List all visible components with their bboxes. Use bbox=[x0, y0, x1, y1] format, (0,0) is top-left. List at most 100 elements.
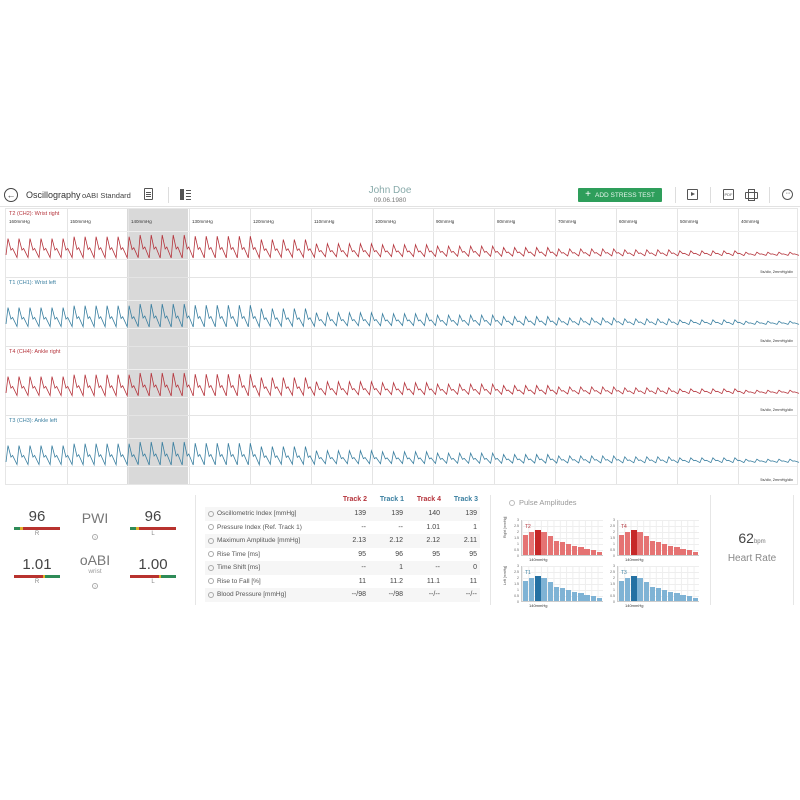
pdf-icon[interactable]: PDF bbox=[723, 189, 734, 200]
grid-line bbox=[6, 328, 797, 329]
help-icon[interactable] bbox=[205, 591, 217, 598]
amplitude-bar[interactable] bbox=[686, 595, 692, 601]
amplitude-bar[interactable] bbox=[535, 576, 541, 601]
amplitude-bar[interactable] bbox=[655, 588, 662, 601]
amplitude-bar[interactable] bbox=[692, 597, 699, 601]
amplitude-bar[interactable] bbox=[674, 593, 680, 601]
row-label: Maximum Amplitude [mmHg] bbox=[217, 537, 301, 545]
more-icon[interactable]: ··· bbox=[782, 189, 793, 200]
pwi-title: PWI bbox=[81, 510, 109, 526]
amplitude-bar[interactable] bbox=[529, 532, 535, 555]
y-tick: 0 bbox=[517, 600, 519, 604]
y-tick: 2.5 bbox=[514, 570, 519, 574]
divider bbox=[675, 187, 676, 203]
amplitude-bar[interactable] bbox=[655, 542, 662, 555]
amplitude-bar[interactable] bbox=[565, 543, 572, 555]
amplitude-bar[interactable] bbox=[649, 587, 656, 601]
amplitude-bar[interactable] bbox=[529, 578, 535, 601]
amplitude-bar[interactable] bbox=[559, 542, 566, 555]
table-cell: 2.13 bbox=[352, 537, 366, 545]
amplitude-bar[interactable] bbox=[692, 551, 699, 555]
pulse-amplitude-chart-t3: 3 2.5 2 1.5 1 0.5 0 T3 140mmHg bbox=[607, 564, 702, 610]
amplitude-bar[interactable] bbox=[584, 548, 590, 555]
amplitude-bar[interactable] bbox=[625, 578, 631, 601]
amplitude-bar[interactable] bbox=[661, 543, 668, 555]
amplitude-bar[interactable] bbox=[547, 581, 553, 601]
amplitude-bar[interactable] bbox=[535, 530, 541, 555]
amplitude-bar[interactable] bbox=[674, 547, 680, 555]
amplitude-bar[interactable] bbox=[625, 532, 631, 555]
amplitude-bar[interactable] bbox=[643, 535, 649, 555]
table-cell: 0 bbox=[473, 564, 477, 572]
row-label: Blood Pressure [mmHg] bbox=[217, 591, 286, 599]
track-t2-wrist-right: T2 (CH2): Wrist right 5s/div, 2mmHg/div bbox=[5, 209, 800, 278]
oabi-right-value: 1.01 bbox=[22, 556, 52, 573]
amplitude-bar[interactable] bbox=[578, 547, 584, 555]
help-icon[interactable] bbox=[205, 551, 217, 558]
amplitude-bar[interactable] bbox=[590, 549, 596, 555]
amplitude-bar[interactable] bbox=[523, 534, 529, 555]
y-tick: 3 bbox=[517, 518, 519, 522]
amplitude-bar[interactable] bbox=[637, 531, 643, 555]
amplitude-bar[interactable] bbox=[541, 531, 547, 555]
table-cell: 95 bbox=[469, 550, 477, 558]
amplitude-bar[interactable] bbox=[619, 534, 625, 555]
list-icon[interactable] bbox=[180, 189, 191, 200]
help-icon[interactable]: ? bbox=[92, 534, 98, 540]
amplitude-bar[interactable] bbox=[686, 549, 692, 555]
help-icon[interactable] bbox=[205, 510, 217, 517]
help-icon[interactable] bbox=[205, 537, 217, 544]
amplitude-bar[interactable] bbox=[649, 541, 656, 555]
divider bbox=[793, 495, 794, 605]
help-icon[interactable] bbox=[509, 500, 515, 506]
track-t3-ankle-left: T3 (CH3): Ankle left 5s/div, 2mmHg/div bbox=[5, 416, 800, 485]
patient-dob: 09.06.1980 bbox=[373, 197, 407, 204]
amplitude-bar[interactable] bbox=[590, 595, 596, 601]
amplitude-bar[interactable] bbox=[553, 587, 560, 601]
pwi-left-gauge bbox=[130, 527, 176, 530]
amplitude-bar[interactable] bbox=[661, 589, 668, 601]
amplitude-bar[interactable] bbox=[584, 594, 590, 601]
amplitude-bar[interactable] bbox=[680, 594, 686, 601]
heart-rate-value-row: 62bpm bbox=[712, 530, 792, 546]
amplitude-bar[interactable] bbox=[619, 580, 625, 601]
amplitude-bar[interactable] bbox=[668, 545, 674, 555]
amplitude-bar[interactable] bbox=[668, 591, 674, 601]
help-icon[interactable] bbox=[205, 524, 217, 531]
amplitude-bar[interactable] bbox=[631, 530, 637, 555]
help-icon[interactable] bbox=[205, 564, 217, 571]
amplitude-bar[interactable] bbox=[637, 577, 643, 601]
chart-track-name: T3 bbox=[621, 570, 627, 576]
amplitude-bar[interactable] bbox=[596, 551, 603, 555]
back-arrow-icon[interactable]: ← bbox=[4, 188, 18, 202]
play-report-icon[interactable] bbox=[687, 189, 698, 200]
help-icon[interactable] bbox=[205, 578, 217, 585]
amplitude-bar[interactable] bbox=[578, 593, 584, 601]
amplitude-bar[interactable] bbox=[523, 580, 529, 601]
amplitude-bar[interactable] bbox=[596, 597, 603, 601]
amplitude-bar[interactable] bbox=[547, 535, 553, 555]
amplitude-bar[interactable] bbox=[643, 581, 649, 601]
table-cell: --/98 bbox=[388, 591, 403, 599]
chart-track-name: T2 bbox=[525, 524, 531, 530]
amplitude-bar[interactable] bbox=[572, 545, 578, 555]
table-cell: 2.12 bbox=[426, 537, 440, 545]
clipboard-icon[interactable] bbox=[144, 188, 153, 200]
track-label: T4 (CH4): Ankle right bbox=[9, 349, 61, 355]
toolbar: ← Oscillography oABI Standard John Doe 0… bbox=[0, 183, 800, 207]
print-icon[interactable] bbox=[745, 189, 758, 201]
pressure-step-label: 100mmHg bbox=[375, 219, 396, 224]
amplitude-bar[interactable] bbox=[680, 548, 686, 555]
add-stress-test-button[interactable]: + ADD STRESS TEST bbox=[578, 188, 662, 202]
table-cell: -- bbox=[361, 564, 366, 572]
divider bbox=[710, 495, 711, 605]
amplitude-bar[interactable] bbox=[553, 541, 560, 555]
amplitude-bar[interactable] bbox=[565, 589, 572, 601]
amplitude-bar[interactable] bbox=[572, 591, 578, 601]
amplitude-bar[interactable] bbox=[631, 576, 637, 601]
table-row: Maximum Amplitude [mmHg] 2.13 2.12 2.12 2.11 bbox=[205, 534, 480, 548]
plot-area bbox=[617, 520, 699, 556]
amplitude-bar[interactable] bbox=[541, 577, 547, 601]
amplitude-bar[interactable] bbox=[559, 588, 566, 601]
help-icon[interactable]: ? bbox=[92, 583, 98, 589]
